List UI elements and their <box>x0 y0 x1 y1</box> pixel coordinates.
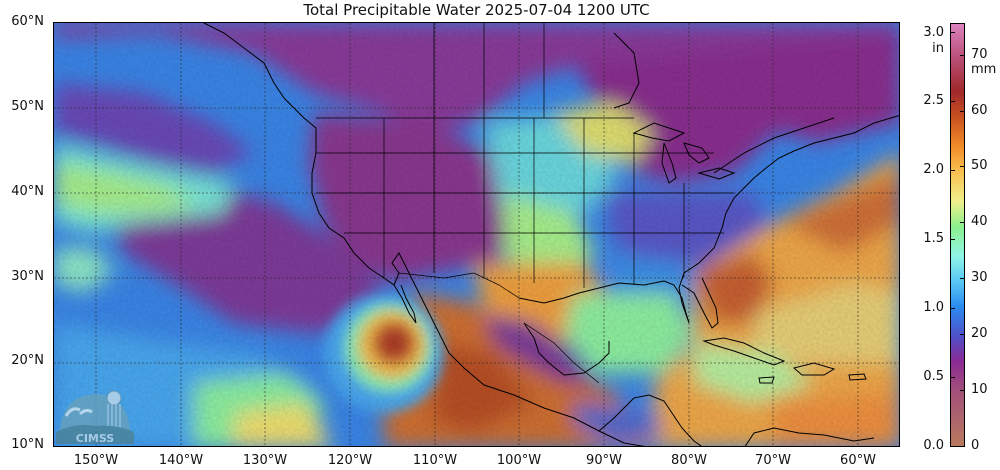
cb-mm-10: 10 <box>971 382 988 397</box>
cb-in-2-0: 2.0 <box>923 162 944 177</box>
coastlines <box>203 23 899 446</box>
cb-mm-0: 0 <box>971 438 980 453</box>
lat-label-20n: 20°N <box>11 353 44 368</box>
lat-label-40n: 40°N <box>11 184 44 199</box>
cb-mm-50: 50 <box>971 158 988 173</box>
tpw-field <box>54 23 899 446</box>
lat-label-50n: 50°N <box>11 99 44 114</box>
lon-label-70w: 70°W <box>755 453 791 468</box>
lon-label-120w: 120°W <box>327 453 373 468</box>
cb-mm-unit: mm <box>971 62 997 77</box>
cb-in-unit: in <box>932 41 944 56</box>
tpw-map[interactable] <box>53 22 900 447</box>
cb-mm-60: 60 <box>971 103 988 118</box>
lon-label-90w: 90°W <box>586 453 622 468</box>
graticule <box>54 23 899 446</box>
cb-mm-70: 70 <box>971 47 988 62</box>
colorbar-tick <box>950 239 955 240</box>
colorbar-tick <box>960 334 965 335</box>
colorbar-tick <box>960 278 965 279</box>
cb-mm-20: 20 <box>971 326 988 341</box>
colorbar-tick <box>960 111 965 112</box>
lon-label-150w: 150°W <box>73 453 119 468</box>
logo-text: CIMSS <box>76 432 115 444</box>
colorbar-tick <box>960 446 965 447</box>
cb-in-1-5: 1.5 <box>923 231 944 246</box>
colorbar-tick <box>960 222 965 223</box>
colorbar-tick <box>950 32 955 33</box>
cb-in-0-0: 0.0 <box>923 438 944 453</box>
lon-label-130w: 130°W <box>242 453 288 468</box>
colorbar <box>950 23 965 447</box>
lat-label-60n: 60°N <box>11 14 44 29</box>
lat-label-10n: 10°N <box>11 437 44 452</box>
cb-in-1-0: 1.0 <box>923 300 944 315</box>
lon-label-100w: 100°W <box>496 453 542 468</box>
colorbar-tick <box>960 166 965 167</box>
cimss-logo: CIMSS <box>56 390 134 444</box>
cb-in-2-5: 2.5 <box>923 93 944 108</box>
lon-label-80w: 80°W <box>671 453 707 468</box>
map-title: Total Precipitable Water 2025-07-04 1200… <box>303 1 650 19</box>
colorbar-tick <box>960 55 965 56</box>
cb-in-0-5: 0.5 <box>923 369 944 384</box>
colorbar-tick <box>950 308 955 309</box>
lon-label-60w: 60°W <box>840 453 876 468</box>
colorbar-tick <box>950 101 955 102</box>
cb-mm-30: 30 <box>971 270 988 285</box>
lat-label-30n: 30°N <box>11 269 44 284</box>
colorbar-tick <box>950 170 955 171</box>
colorbar-tick <box>960 390 965 391</box>
lon-label-140w: 140°W <box>158 453 204 468</box>
colorbar-tick <box>950 377 955 378</box>
cb-mm-40: 40 <box>971 214 988 229</box>
cb-in-3-0: 3.0 <box>923 25 944 40</box>
borders <box>316 23 734 384</box>
lon-label-110w: 110°W <box>412 453 458 468</box>
colorbar-tick <box>950 446 955 447</box>
